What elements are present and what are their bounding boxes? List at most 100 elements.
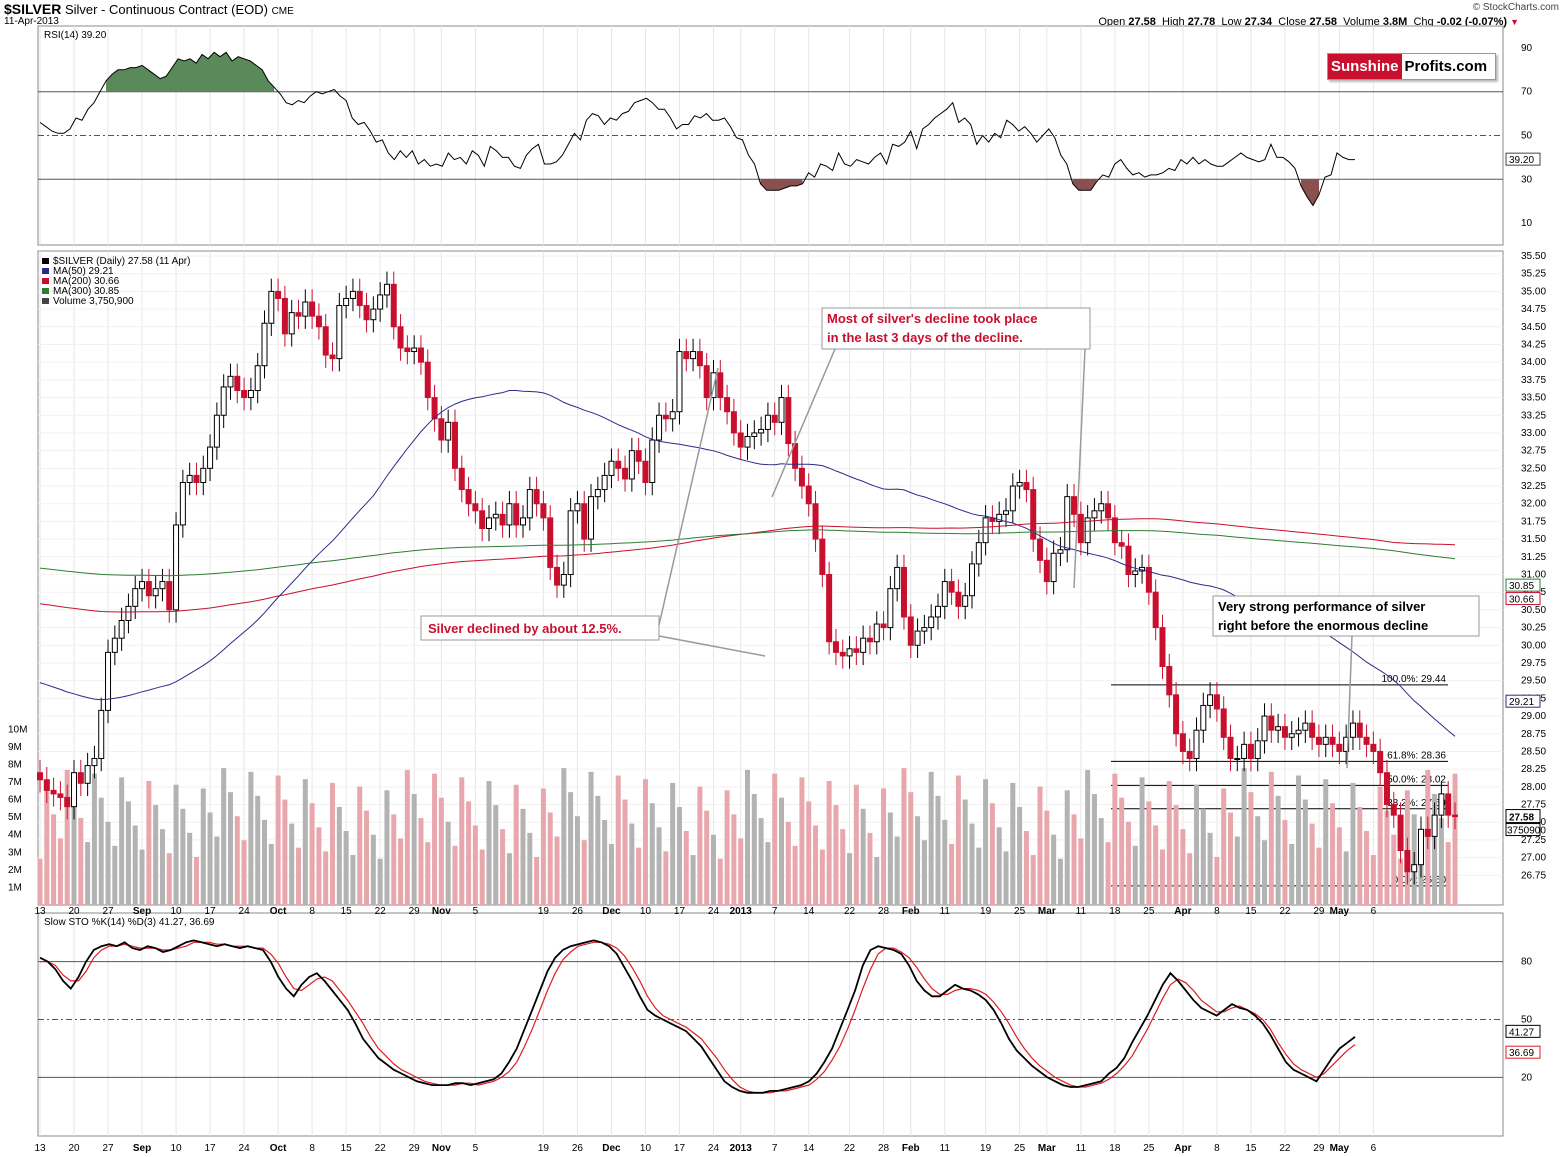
candle-body [798, 467, 805, 487]
candle-body [832, 641, 839, 653]
volume-bar [806, 801, 812, 905]
x-tick-label-bottom: Oct [270, 1143, 287, 1154]
volume-bar [323, 851, 329, 905]
candle-body [349, 290, 356, 299]
candle-body [50, 789, 57, 795]
rsi-last-value: 39.20 [1509, 155, 1534, 166]
price-y-tick: 32.00 [1521, 499, 1546, 510]
candle-body [649, 439, 656, 483]
candle-body [1057, 549, 1064, 554]
candle-body [724, 397, 731, 413]
candle-body [1404, 850, 1411, 873]
candle-body [383, 283, 390, 296]
volume-bar [588, 771, 594, 905]
volume-bar [1146, 801, 1152, 905]
volume-bar [704, 810, 710, 905]
candle-body [839, 651, 846, 657]
volume-bar [1125, 821, 1131, 905]
volume-bar [1085, 769, 1091, 905]
volume-bar [724, 790, 730, 905]
volume-bar [1228, 812, 1234, 905]
volume-bar [1010, 782, 1016, 905]
volume-bar [908, 792, 914, 905]
rsi-line [39, 51, 1355, 207]
x-tick-label: 25 [1014, 906, 1026, 917]
volume-bar [799, 777, 805, 905]
volume-bar [1159, 849, 1165, 905]
low-label: Low [1221, 16, 1242, 28]
x-tick-label: 15 [1245, 906, 1257, 917]
down-triangle-icon: ▼ [1510, 17, 1519, 27]
rsi-y-tick: 10 [1521, 218, 1533, 229]
candle-body [1077, 513, 1084, 544]
volume-bar [656, 827, 662, 905]
volume-bar [745, 769, 750, 905]
candle-body [227, 375, 234, 388]
volume-bar [466, 801, 472, 905]
candle-body [98, 709, 105, 760]
volume-bar [717, 858, 723, 905]
candle-body [343, 297, 350, 307]
annotation-strong-line-1: Very strong performance of silver [1218, 599, 1425, 614]
volume-bar [146, 781, 152, 905]
candle-body [145, 581, 152, 597]
candle-body [179, 481, 186, 526]
annotation-box-decline [420, 615, 660, 641]
candle-body [1043, 559, 1050, 583]
volume-bar [309, 803, 315, 905]
candle-body [996, 513, 1003, 522]
x-tick-label: 5 [473, 906, 479, 917]
volume-bar [132, 825, 138, 905]
volume-bar [268, 843, 274, 905]
annotation-strong-line-2: right before the enormous decline [1218, 618, 1428, 633]
fibonacci-label: 61.8%: 28.36 [1387, 750, 1446, 761]
x-tick-label-bottom: 22 [844, 1143, 856, 1154]
ma-last-value: 29.21 [1509, 697, 1534, 708]
candle-body [826, 574, 833, 643]
x-tick-label: 17 [674, 906, 686, 917]
x-tick-label: 13 [34, 906, 46, 917]
candle-body [866, 637, 873, 643]
candle-body [1145, 566, 1152, 593]
volume-bar [1445, 842, 1451, 905]
candle-body [955, 591, 962, 607]
volume-bar [105, 821, 111, 905]
candle-body [159, 581, 166, 590]
candle-body [717, 372, 724, 399]
candle-body [1261, 715, 1268, 742]
stochastic-panel [37, 912, 1504, 1137]
volume-bar [1282, 819, 1288, 905]
candle-body [737, 432, 744, 448]
volume-bar [1180, 829, 1186, 905]
volume-bar [901, 768, 907, 905]
candle-body [322, 326, 329, 356]
candle-body [268, 290, 275, 324]
price-y-tick: 31.50 [1521, 534, 1546, 545]
x-tick-label: 8 [309, 906, 315, 917]
volume-bar [738, 838, 744, 905]
price-y-tick: 34.50 [1521, 322, 1546, 333]
candle-body [703, 365, 710, 399]
volume-bar [527, 832, 533, 905]
volume-bar [751, 794, 757, 905]
candle-body [1363, 736, 1370, 745]
rsi-oversold-fill [1072, 179, 1097, 191]
volume-bar [1105, 842, 1111, 905]
candle-body [241, 389, 248, 399]
volume-bar [615, 775, 621, 905]
volume-bar [731, 814, 737, 905]
fibonacci-label: 38.2%: 27.69 [1387, 798, 1446, 809]
price-y-tick: 33.50 [1521, 393, 1546, 404]
candle-body [907, 616, 914, 646]
volume-bar [1391, 834, 1397, 905]
candle-body [499, 513, 506, 526]
candle-body [1241, 743, 1248, 760]
volume-y-tick: 5M [8, 812, 22, 823]
close-label: Close [1278, 16, 1307, 28]
volume-bar [506, 853, 512, 905]
volume-bar [853, 784, 859, 905]
candle-body [1152, 591, 1159, 629]
x-tick-label: 6 [1371, 906, 1377, 917]
symbol-description: Silver - Continuous Contract (EOD) [64, 2, 268, 17]
volume-bar [234, 816, 240, 905]
